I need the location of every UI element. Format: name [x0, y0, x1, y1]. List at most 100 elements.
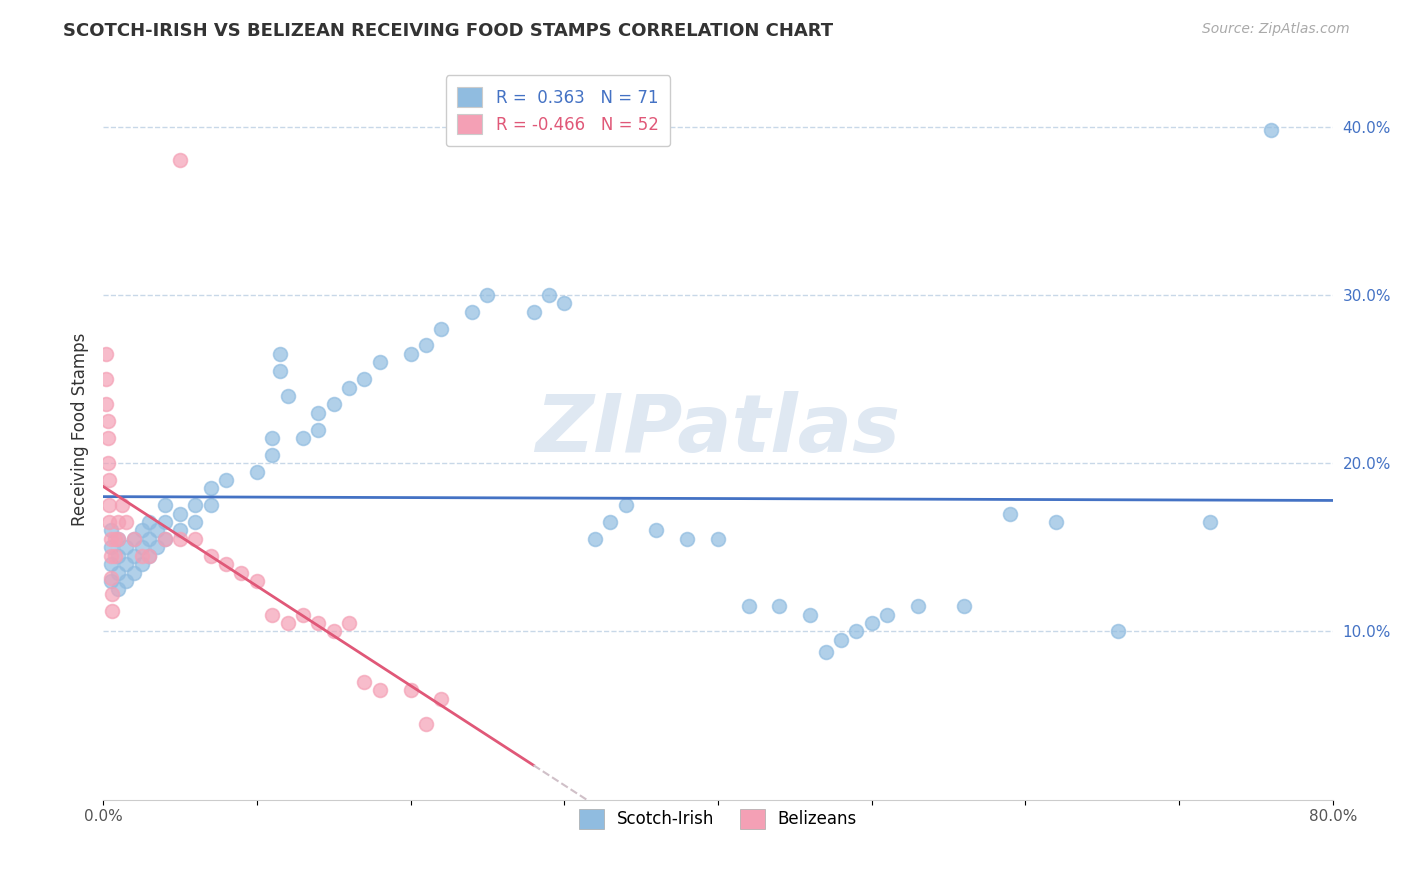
- Point: [307, 406, 329, 420]
- Point: [262, 448, 284, 462]
- Point: [415, 716, 437, 731]
- Point: [246, 574, 269, 588]
- Point: [169, 153, 191, 168]
- Point: [122, 566, 145, 580]
- Y-axis label: Receiving Food Stamps: Receiving Food Stamps: [72, 333, 89, 526]
- Point: [97, 456, 120, 470]
- Point: [415, 338, 437, 352]
- Point: [269, 364, 291, 378]
- Point: [131, 541, 153, 555]
- Text: SCOTCH-IRISH VS BELIZEAN RECEIVING FOOD STAMPS CORRELATION CHART: SCOTCH-IRISH VS BELIZEAN RECEIVING FOOD …: [63, 22, 834, 40]
- Point: [138, 549, 160, 563]
- Point: [1107, 624, 1129, 639]
- Point: [583, 532, 606, 546]
- Point: [262, 431, 284, 445]
- Point: [146, 524, 169, 538]
- Point: [676, 532, 699, 546]
- Point: [138, 515, 160, 529]
- Point: [399, 683, 422, 698]
- Point: [100, 532, 122, 546]
- Point: [461, 305, 484, 319]
- Point: [215, 473, 238, 487]
- Point: [322, 397, 344, 411]
- Point: [200, 482, 222, 496]
- Point: [1198, 515, 1220, 529]
- Point: [1045, 515, 1067, 529]
- Point: [96, 372, 118, 386]
- Point: [307, 615, 329, 630]
- Point: [98, 498, 121, 512]
- Point: [101, 604, 124, 618]
- Point: [131, 549, 153, 563]
- Point: [122, 532, 145, 546]
- Point: [337, 380, 360, 394]
- Point: [153, 532, 176, 546]
- Point: [799, 607, 821, 622]
- Point: [100, 524, 122, 538]
- Point: [645, 524, 668, 538]
- Point: [100, 541, 122, 555]
- Point: [146, 541, 169, 555]
- Point: [97, 414, 120, 428]
- Point: [153, 498, 176, 512]
- Point: [707, 532, 730, 546]
- Point: [215, 557, 238, 571]
- Point: [246, 465, 269, 479]
- Point: [169, 507, 191, 521]
- Point: [537, 288, 560, 302]
- Point: [98, 473, 121, 487]
- Point: [107, 549, 129, 563]
- Point: [98, 515, 121, 529]
- Point: [100, 570, 122, 584]
- Point: [814, 644, 837, 658]
- Point: [100, 549, 122, 563]
- Point: [169, 524, 191, 538]
- Point: [100, 574, 122, 588]
- Point: [115, 557, 138, 571]
- Point: [184, 532, 207, 546]
- Point: [115, 574, 138, 588]
- Point: [96, 347, 118, 361]
- Point: [291, 431, 314, 445]
- Text: ZIPatlas: ZIPatlas: [536, 391, 900, 468]
- Point: [553, 296, 575, 310]
- Point: [998, 507, 1021, 521]
- Point: [876, 607, 898, 622]
- Point: [307, 423, 329, 437]
- Point: [368, 683, 391, 698]
- Point: [101, 587, 124, 601]
- Legend: Scotch-Irish, Belizeans: Scotch-Irish, Belizeans: [572, 802, 863, 836]
- Point: [277, 615, 299, 630]
- Point: [115, 515, 138, 529]
- Point: [430, 321, 453, 335]
- Point: [104, 549, 127, 563]
- Point: [153, 532, 176, 546]
- Point: [337, 615, 360, 630]
- Point: [153, 515, 176, 529]
- Point: [353, 372, 375, 386]
- Point: [231, 566, 253, 580]
- Point: [184, 498, 207, 512]
- Point: [131, 524, 153, 538]
- Point: [97, 431, 120, 445]
- Point: [115, 541, 138, 555]
- Point: [353, 674, 375, 689]
- Point: [107, 582, 129, 597]
- Point: [368, 355, 391, 369]
- Point: [200, 549, 222, 563]
- Point: [107, 532, 129, 546]
- Point: [1260, 123, 1282, 137]
- Point: [107, 532, 129, 546]
- Point: [107, 515, 129, 529]
- Point: [122, 549, 145, 563]
- Point: [107, 566, 129, 580]
- Point: [277, 389, 299, 403]
- Point: [122, 532, 145, 546]
- Point: [269, 347, 291, 361]
- Point: [845, 624, 868, 639]
- Point: [110, 498, 132, 512]
- Point: [614, 498, 637, 512]
- Point: [131, 557, 153, 571]
- Point: [599, 515, 621, 529]
- Point: [322, 624, 344, 639]
